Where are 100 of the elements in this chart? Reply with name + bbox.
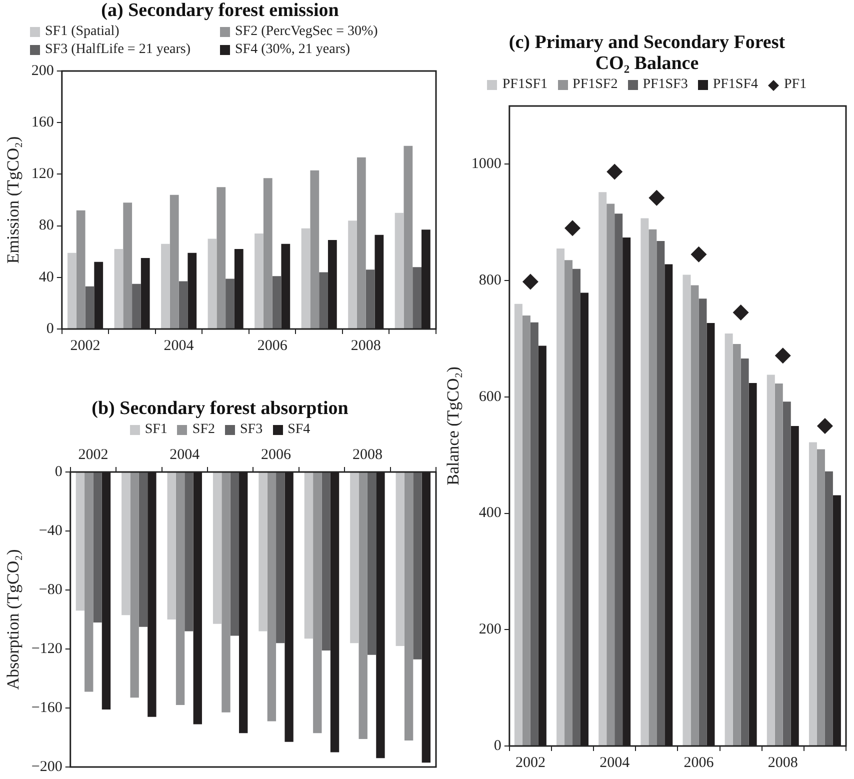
bar: [404, 146, 413, 328]
y-tick-label: −200: [31, 758, 62, 775]
bar: [310, 170, 320, 328]
bar: [272, 276, 282, 328]
y-tick-label: 160: [31, 114, 54, 131]
bar: [216, 187, 226, 328]
y-tick-label: 120: [31, 166, 54, 182]
legend-label: PF1SF4: [712, 76, 758, 94]
legend-label: SF1: [144, 421, 168, 439]
legend-label: PF1: [784, 76, 807, 94]
bar: [732, 344, 741, 746]
y-axis-title: Emission (TgCO₂): [4, 136, 23, 264]
bar: [319, 272, 328, 328]
bar: [782, 402, 791, 746]
y-tick-label: 0: [494, 738, 502, 754]
bar: [690, 285, 699, 746]
y-tick-label: 0: [46, 320, 54, 337]
point: [732, 304, 749, 321]
y-tick-label: 200: [478, 622, 502, 638]
x-tick-label: 2002: [78, 446, 108, 463]
point: [648, 190, 665, 206]
x-tick-label: 2002: [70, 338, 100, 354]
legend-label: SF1 (Spatial): [45, 23, 120, 41]
y-tick-label: 1000: [471, 156, 502, 172]
bar: [412, 267, 422, 328]
point: [816, 418, 833, 434]
legend-label: SF4 (30%, 21 years): [235, 41, 350, 59]
bar: [178, 281, 188, 328]
y-tick-label: −120: [31, 640, 62, 657]
bar: [514, 304, 522, 746]
bar: [254, 234, 264, 328]
y-axis-title: Absorption (TgCO₂): [4, 549, 23, 690]
bar: [648, 229, 657, 746]
bar: [170, 194, 179, 328]
y-tick-label: 80: [38, 218, 54, 234]
bar: [682, 274, 691, 746]
y-tick-label: 0: [54, 464, 62, 480]
legend-label: SF3: [240, 421, 263, 439]
legend-label: PF1SF1: [502, 76, 548, 94]
chart-title: (a) Secondary forest emission: [100, 0, 340, 21]
bar: [132, 284, 141, 328]
y-axis-title: Balance (TgCO₂): [444, 366, 463, 486]
bar: [564, 260, 573, 746]
y-tick-label: 40: [38, 269, 54, 286]
bar: [394, 212, 404, 328]
bar: [774, 384, 783, 746]
x-tick-label: 2006: [261, 446, 292, 463]
x-tick-label: 2008: [352, 446, 382, 463]
point: [522, 274, 538, 290]
bar: [68, 252, 76, 328]
x-tick-label: 2008: [768, 754, 798, 771]
legend-label: SF2 (PercVegSec = 30%): [235, 23, 378, 41]
x-tick-label: 2004: [600, 754, 630, 771]
bar: [114, 249, 124, 328]
legend-label: SF3 (HalfLife = 21 years): [45, 41, 191, 59]
x-tick-label: 2002: [515, 754, 546, 771]
point: [774, 348, 791, 364]
legend-label: SF2: [192, 421, 215, 439]
bar: [556, 248, 565, 746]
bar: [724, 333, 733, 746]
y-tick-label: −160: [31, 700, 62, 716]
bar: [808, 442, 817, 746]
bar: [301, 228, 310, 328]
bar: [348, 220, 357, 328]
bar: [824, 471, 833, 746]
bar: [226, 278, 234, 328]
bar: [530, 322, 538, 746]
x-tick-label: 2004: [164, 338, 194, 354]
bar: [522, 315, 530, 746]
legend-label: SF4: [288, 421, 310, 439]
legend-label: PF1SF2: [572, 76, 618, 94]
y-tick-label: 400: [478, 505, 502, 522]
bar: [606, 204, 615, 746]
x-tick-label: 2006: [684, 754, 714, 771]
x-tick-label: 2004: [170, 446, 200, 463]
bar: [572, 268, 581, 746]
bar: [698, 298, 707, 746]
x-tick-label: 2008: [350, 338, 381, 354]
chart-title: (c) Primary and Secondary Forest CO₂ Balance: [508, 32, 786, 74]
chart-title: (b) Secondary forest absorption: [90, 398, 350, 419]
y-tick-label: 600: [478, 388, 502, 405]
point: [564, 220, 581, 236]
bar: [640, 218, 649, 746]
bar: [356, 157, 366, 328]
point: [606, 164, 623, 180]
bar: [598, 192, 607, 746]
bar: [740, 358, 749, 746]
y-tick-label: −80: [38, 582, 62, 598]
y-tick-label: 800: [478, 272, 502, 288]
bar: [161, 244, 170, 328]
point: [690, 246, 707, 262]
bar: [816, 449, 825, 746]
bar: [766, 374, 775, 746]
bar: [208, 238, 217, 328]
legend-label: PF1SF3: [642, 76, 688, 94]
bar: [76, 210, 86, 328]
bar: [123, 202, 132, 328]
x-tick-label: 2006: [257, 338, 288, 354]
y-tick-label: 200: [31, 62, 54, 79]
bar: [263, 178, 272, 328]
